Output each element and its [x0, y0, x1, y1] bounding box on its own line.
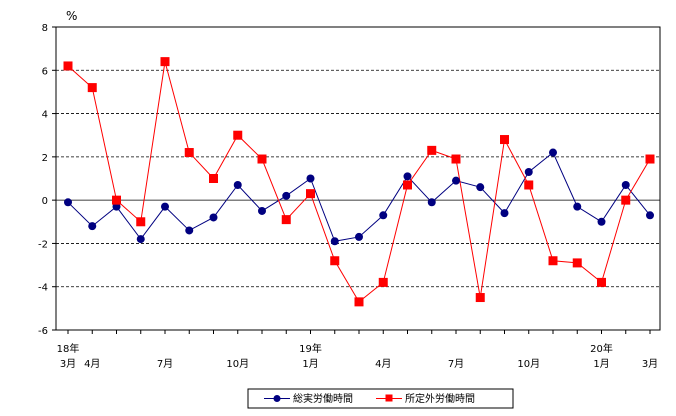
legend-marker-series-1 [385, 394, 393, 402]
point-series-1-23 [621, 195, 631, 205]
point-series-0-1 [88, 222, 97, 231]
point-series-0-14 [403, 172, 412, 181]
point-series-0-18 [500, 209, 509, 218]
point-series-0-4 [161, 202, 169, 211]
x-tick-label-9: 3月 [642, 358, 658, 370]
point-series-0-23 [621, 180, 630, 189]
legend: 総実労働時間 所定外労働時間 [247, 388, 514, 409]
point-series-0-15 [427, 198, 436, 207]
point-series-0-10 [306, 174, 315, 183]
point-series-0-3 [136, 235, 145, 244]
point-series-1-19 [524, 180, 534, 190]
point-series-1-21 [572, 258, 582, 268]
point-series-1-10 [306, 189, 315, 199]
point-series-0-20 [549, 148, 557, 157]
x-tick-label-8: 1月 [593, 358, 609, 370]
y-tick-label-4: 0 [42, 196, 48, 207]
point-series-1-1 [87, 83, 97, 93]
x-tick-year-0: 18年 [57, 342, 80, 355]
point-series-0-24 [646, 211, 654, 220]
point-series-1-8 [257, 154, 267, 164]
point-series-1-3 [136, 217, 146, 227]
point-series-0-13 [379, 211, 388, 220]
x-tick-year-8: 20年 [590, 342, 613, 355]
point-series-1-18 [500, 135, 509, 145]
y-axis-unit: % [66, 9, 77, 23]
point-series-1-11 [330, 256, 340, 266]
point-series-0-22 [597, 217, 606, 226]
x-tick-label-3: 10月 [226, 358, 249, 370]
x-tick-label-1: 4月 [84, 358, 100, 370]
x-tick-label-0: 3月 [60, 358, 76, 370]
x-tick-label-7: 10月 [517, 358, 540, 370]
y-tick-label-6: -4 [38, 283, 48, 294]
x-tick-label-2: 7月 [157, 358, 173, 370]
point-series-1-15 [427, 145, 437, 155]
point-series-1-20 [548, 256, 558, 266]
point-series-0-12 [355, 232, 363, 241]
point-series-0-16 [452, 176, 460, 185]
point-series-1-2 [112, 195, 121, 205]
y-tick-label-3: 2 [42, 153, 48, 164]
x-tick-year-4: 19年 [299, 342, 322, 355]
point-series-1-9 [281, 215, 291, 225]
point-series-1-7 [233, 130, 243, 140]
point-series-0-6 [209, 213, 218, 222]
legend-label-series-1: 所定外労働時間 [405, 392, 475, 405]
point-series-1-0 [63, 61, 73, 71]
point-series-0-11 [330, 237, 339, 246]
point-series-1-14 [403, 180, 412, 190]
point-series-0-0 [64, 198, 72, 207]
y-axis: 8 6 4 2 0 -2 -4 -6 [38, 23, 56, 337]
point-series-0-7 [233, 180, 242, 189]
legend-label-series-0: 総実労働時間 [293, 392, 353, 405]
point-series-0-21 [573, 202, 582, 211]
x-axis: 18年 3月 4月 7月 10月 19年 1月 4月 7月 10月 20年 1月 3月 [57, 330, 658, 370]
point-series-1-4 [160, 57, 170, 67]
point-series-0-17 [476, 183, 485, 192]
point-series-1-24 [645, 154, 655, 164]
plot-area [55, 26, 661, 331]
y-tick-label-0: 8 [42, 23, 48, 34]
point-series-0-8 [258, 206, 266, 215]
point-series-1-22 [597, 277, 606, 287]
y-tick-label-7: -6 [38, 326, 48, 337]
x-tick-label-4: 1月 [302, 358, 318, 370]
point-series-1-13 [378, 277, 388, 287]
y-tick-label-5: -2 [38, 239, 48, 250]
point-series-1-6 [209, 174, 218, 183]
y-tick-label-2: 4 [42, 110, 48, 121]
y-tick-label-1: 6 [42, 66, 48, 77]
point-series-0-9 [282, 191, 291, 200]
x-tick-label-5: 4月 [375, 358, 391, 370]
point-series-1-12 [354, 297, 364, 307]
point-series-0-19 [524, 168, 533, 177]
point-series-0-5 [185, 226, 194, 235]
series-markers [63, 57, 655, 307]
point-series-1-16 [451, 154, 461, 164]
legend-marker-series-0 [273, 395, 281, 402]
point-series-1-5 [184, 148, 194, 158]
x-tick-label-6: 7月 [448, 358, 464, 370]
point-series-1-17 [475, 293, 485, 303]
